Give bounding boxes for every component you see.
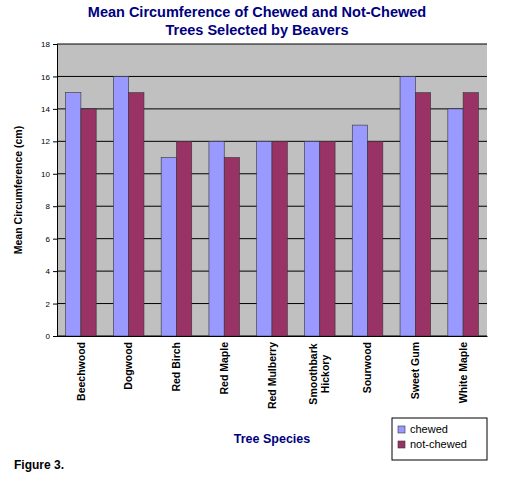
y-axis-title: Mean Circumference (cm)	[12, 126, 24, 254]
y-tick-mark	[53, 336, 57, 337]
bars	[66, 76, 479, 336]
y-tick: 2	[46, 300, 57, 309]
x-tick: Dogwood	[122, 336, 134, 390]
x-tick-label: Red Mulberry	[266, 342, 278, 409]
x-tick-label-line: Smoothbark	[307, 343, 319, 404]
y-tick-label: 16	[41, 73, 50, 82]
y-tick-label: 0	[46, 332, 51, 341]
bar	[352, 125, 367, 336]
chart: Mean Circumference of Chewed and Not-Che…	[0, 0, 508, 485]
y-tick-label: 10	[41, 170, 50, 179]
title-line: Trees Selected by Beavers	[166, 22, 349, 38]
y-tick-mark	[53, 44, 57, 45]
grid	[57, 44, 487, 336]
x-tick-label: Sourwood	[361, 342, 373, 393]
legend-item: chewed	[398, 423, 448, 435]
y-tick-label: 18	[41, 40, 50, 49]
y-tick: 14	[41, 105, 57, 114]
y-tick-label: 4	[46, 267, 51, 276]
bar	[463, 93, 478, 336]
y-tick-mark	[53, 239, 57, 240]
legend-label: chewed	[410, 423, 448, 435]
y-tick: 4	[46, 267, 57, 276]
x-axis-title: Tree Species	[234, 432, 310, 446]
series	[81, 93, 479, 336]
x-tick-label: White Maple	[457, 342, 469, 403]
x-tick-label: Dogwood	[122, 342, 134, 390]
bar	[400, 76, 415, 336]
x-tick: Red Birch	[170, 336, 182, 392]
grid-line	[57, 44, 487, 45]
legend-swatch	[398, 426, 405, 433]
plot-area	[57, 44, 487, 336]
x-axis-line	[58, 336, 488, 337]
title: Mean Circumference of Chewed and Not-Che…	[88, 4, 426, 38]
bar	[129, 93, 144, 336]
x-tick: Red Mulberry	[266, 336, 278, 409]
bar	[81, 109, 96, 336]
x-tick-label: Sweet Gum	[409, 342, 421, 399]
y-tick-label: 6	[46, 235, 51, 244]
y-tick-mark	[53, 141, 57, 142]
y-tick: 18	[41, 40, 57, 49]
y-tick-mark	[53, 76, 57, 77]
bar	[448, 109, 463, 336]
y-axis-line	[53, 45, 58, 337]
bar	[66, 93, 81, 336]
x-tick-label: Red Birch	[170, 342, 182, 392]
x-tick-label-line: Hickory	[319, 355, 331, 394]
x-tick: Beechwood	[75, 336, 87, 401]
y-tick: 8	[46, 202, 57, 211]
y-tick: 16	[41, 73, 57, 82]
legend-label: not-chewed	[410, 438, 467, 450]
bar	[415, 93, 430, 336]
legend-box	[392, 418, 487, 460]
bar	[257, 141, 272, 336]
x-tick: Red Maple	[218, 336, 230, 395]
x-tick-label: SmoothbarkHickory	[307, 343, 331, 404]
y-tick-mark	[53, 206, 57, 207]
legend: chewed not-chewed	[392, 418, 487, 460]
bar	[304, 141, 319, 336]
legend-item: not-chewed	[398, 438, 467, 450]
bar	[209, 141, 224, 336]
y-axis: 0 2 4 6 8 10 12 14 16 18	[41, 40, 57, 341]
y-tick-label: 2	[46, 300, 51, 309]
bar	[320, 141, 335, 336]
x-tick: SmoothbarkHickory	[307, 336, 331, 405]
x-tick: Sweet Gum	[409, 336, 421, 399]
bar	[224, 158, 239, 336]
y-tick-label: 14	[41, 105, 50, 114]
legend-swatch	[398, 441, 405, 448]
plot: 0 2 4 6 8 10 12 14 16 18 Beechwood Dogwood Red Birch…	[41, 40, 487, 409]
title-line: Mean Circumference of Chewed and Not-Che…	[88, 4, 426, 20]
bar	[272, 141, 287, 336]
y-tick: 10	[41, 170, 57, 179]
y-tick-mark	[53, 109, 57, 110]
bar	[368, 141, 383, 336]
series	[66, 76, 464, 336]
x-tick: White Maple	[457, 336, 469, 403]
bar	[176, 141, 191, 336]
x-axis: Beechwood Dogwood Red Birch Red Maple Red Mu…	[58, 336, 488, 409]
y-tick-mark	[53, 304, 57, 305]
y-tick-label: 8	[46, 202, 51, 211]
x-tick: Sourwood	[361, 336, 373, 393]
bar	[161, 158, 176, 336]
x-tick-label: Beechwood	[75, 342, 87, 401]
y-tick: 12	[41, 137, 57, 146]
y-tick-label: 12	[41, 137, 50, 146]
y-tick: 6	[46, 235, 57, 244]
y-tick: 0	[46, 332, 57, 341]
annotation: Figure 3.	[14, 458, 64, 472]
y-tick-mark	[53, 271, 57, 272]
bar	[113, 76, 128, 336]
y-tick-mark	[53, 174, 57, 175]
x-tick-label: Red Maple	[218, 342, 230, 395]
